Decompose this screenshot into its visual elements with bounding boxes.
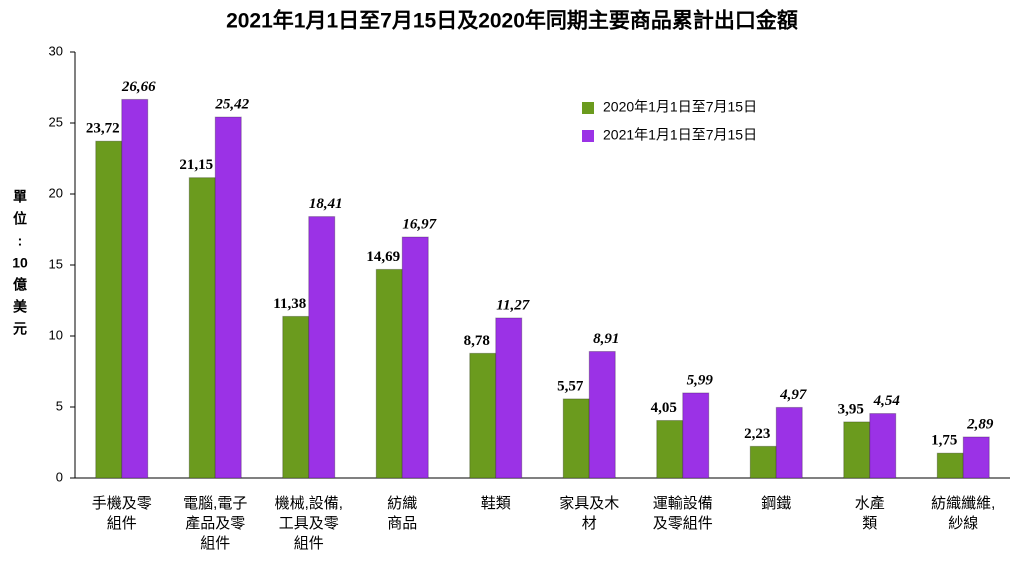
- y-axis-label: 10: [12, 255, 28, 271]
- y-tick-label: 15: [49, 256, 63, 271]
- value-label: 21,15: [179, 157, 213, 173]
- bar: [188, 177, 216, 479]
- y-tick-label: 0: [56, 469, 63, 484]
- value-label: 11,27: [496, 297, 529, 313]
- value-label: 11,38: [273, 296, 306, 312]
- x-tick-label: 鋼鐵: [761, 494, 791, 512]
- y-axis-label: :: [18, 233, 23, 249]
- bar: [469, 352, 497, 479]
- bar: [869, 413, 897, 479]
- x-tick-label: 組件: [200, 535, 230, 552]
- legend-swatch: [582, 130, 594, 142]
- x-tick-label: 運輸設備: [653, 495, 713, 512]
- bar: [308, 216, 336, 479]
- bar: [282, 315, 310, 479]
- value-label: 4,54: [873, 393, 901, 409]
- legend-label: 2020年1月1日至7月15日: [603, 99, 757, 115]
- x-tick-label: 組件: [107, 515, 137, 532]
- x-tick-label: 水產: [855, 495, 885, 512]
- value-label: 14,69: [366, 249, 400, 265]
- bar: [843, 421, 871, 479]
- x-tick-label: 鞋類: [481, 495, 511, 512]
- value-label: 25,42: [214, 96, 249, 112]
- bar: [401, 236, 429, 479]
- y-tick-label: 20: [49, 185, 63, 200]
- legend-label: 2021年1月1日至7月15日: [603, 127, 757, 143]
- bar: [775, 406, 803, 479]
- y-tick-label: 10: [49, 327, 63, 342]
- x-tick-label: 工具及零: [279, 515, 339, 532]
- value-label: 18,41: [309, 196, 343, 212]
- bar: [121, 98, 149, 479]
- x-tick-label: 產品及零: [185, 515, 245, 532]
- bar: [588, 350, 616, 479]
- x-tick-label: 類: [862, 515, 877, 532]
- x-tick-label: 家具及木: [559, 495, 619, 512]
- value-label: 5,57: [557, 378, 584, 394]
- bar: [936, 452, 964, 479]
- x-tick-label: 商品: [387, 515, 417, 532]
- y-axis-label: 位: [13, 211, 27, 227]
- x-tick-label: 電腦,電子: [183, 495, 247, 512]
- value-label: 5,99: [687, 372, 714, 388]
- x-tick-label: 紡織: [387, 495, 417, 512]
- x-tick-label: 組件: [294, 535, 324, 552]
- bar: [495, 317, 523, 479]
- x-tick-label: 紡織纖維,: [931, 495, 995, 512]
- value-label: 1,75: [931, 433, 957, 449]
- y-tick-label: 5: [56, 398, 63, 413]
- bar: [682, 392, 710, 479]
- value-label: 16,97: [402, 216, 436, 232]
- y-tick-label: 30: [49, 43, 63, 58]
- bar: [656, 419, 684, 479]
- y-axis-label: 美: [13, 299, 28, 315]
- value-label: 8,91: [593, 331, 619, 347]
- y-axis-label: 億: [13, 277, 27, 293]
- value-label: 2,89: [966, 416, 994, 432]
- y-axis-label: 單: [13, 189, 27, 205]
- value-label: 4,05: [651, 400, 677, 416]
- y-axis-label: 元: [13, 321, 27, 337]
- chart-title: 2021年1月1日至7月15日及2020年同期主要商品累計出口金額: [226, 9, 798, 33]
- x-tick-label: 及零組件: [653, 515, 713, 532]
- value-label: 2,23: [744, 426, 770, 442]
- bar: [375, 268, 403, 479]
- y-tick-label: 25: [49, 114, 63, 129]
- bar: [562, 398, 590, 479]
- value-label: 26,66: [121, 79, 156, 95]
- bar: [214, 116, 242, 479]
- x-tick-label: 紗線: [948, 515, 978, 532]
- bar: [962, 436, 990, 479]
- x-tick-label: 機械,設備,: [275, 495, 343, 512]
- legend-swatch: [582, 102, 594, 114]
- x-tick-label: 手機及零: [92, 495, 152, 512]
- value-label: 3,95: [838, 401, 864, 417]
- value-label: 4,97: [779, 387, 807, 403]
- bar: [95, 140, 123, 479]
- bar: [749, 445, 777, 479]
- value-label: 8,78: [464, 333, 490, 349]
- x-tick-label: 材: [582, 515, 597, 532]
- value-label: 23,72: [86, 121, 120, 137]
